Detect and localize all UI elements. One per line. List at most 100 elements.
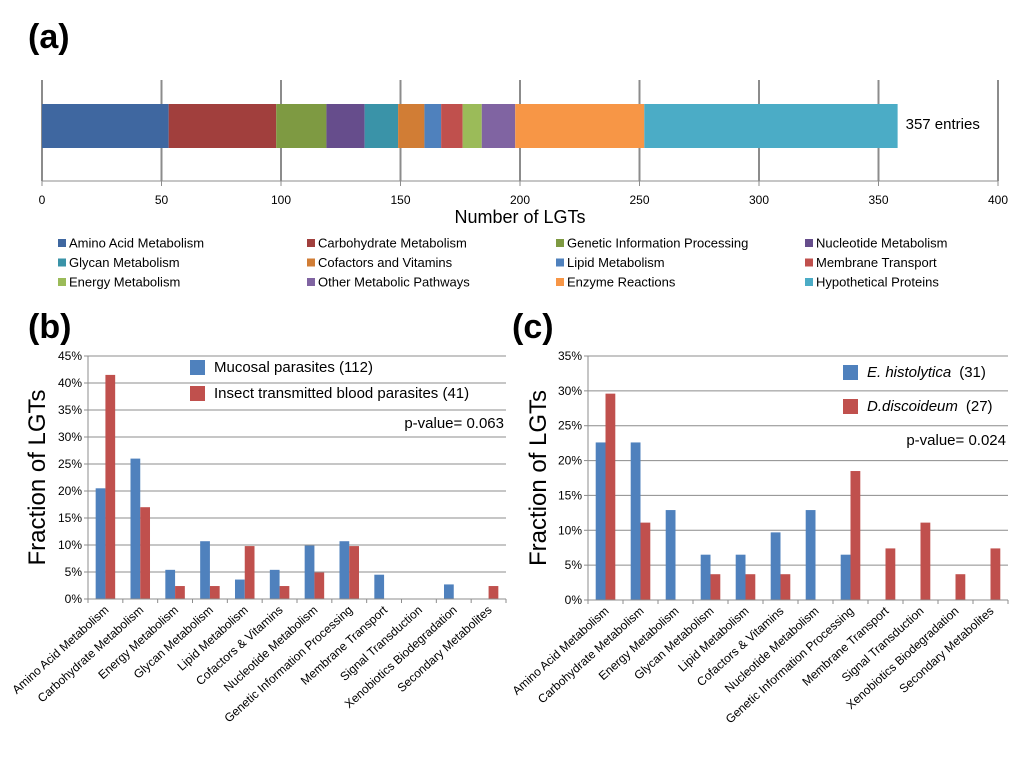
chart-c-grouped-bar: 0%5%10%15%20%25%30%35%Amino Acid Metabol… [509,349,1009,726]
y-tick-label: 10% [58,538,82,552]
bar [279,586,290,599]
panel-a-label: (a) [28,18,70,56]
legend-swatch [307,258,315,267]
y-tick-label: 30% [558,384,582,398]
legend-swatch [805,278,813,286]
legend-count: (27) [966,398,993,415]
y-tick-label: 45% [58,349,82,363]
legend-swatch [190,360,205,375]
bar [244,546,255,599]
y-tick-label: 40% [58,376,82,390]
y-tick-label: 35% [58,403,82,417]
bar [770,532,781,600]
total-entries-label: 357 entries [906,116,980,133]
legend-swatch [307,239,315,247]
y-axis-title: Fraction of LGTs [24,389,51,565]
bar [850,471,861,600]
y-tick-label: 10% [558,523,582,537]
y-tick-label: 0% [565,593,583,607]
x-axis-title-a: Number of LGTs [454,207,585,227]
legend-swatch [58,278,66,286]
bar [374,574,385,599]
legend-label: Hypothetical Proteins [816,275,939,290]
bar [885,548,896,600]
segment-bar [398,104,425,148]
chart-b-grouped-bar: 0%5%10%15%20%25%30%35%40%45%Amino Acid M… [9,349,507,725]
chart-a-stacked-bar: 0 50 100 150 200 250 300 350 400 357 entries Numbe… [39,80,1008,290]
y-tick-label: 20% [558,454,582,468]
x-tick-label-a: 50 [155,193,169,207]
x-tick-label-a: 0 [39,193,46,207]
legend-label: Energy Metabolism [69,275,180,290]
bar [745,574,756,600]
segment-bar [481,104,516,148]
x-tick-label-a: 250 [629,193,649,207]
bar [209,586,220,599]
bar [314,572,325,599]
segment-bar [462,104,482,148]
legend-count: (31) [959,364,986,381]
y-tick-label: 25% [558,419,582,433]
bar [165,569,176,599]
bar [955,574,966,600]
bar [488,586,499,599]
legend-label: Genetic Information Processing [567,236,748,251]
legend-swatch [805,258,813,267]
bar [200,541,210,599]
legend-label: Carbohydrate Metabolism [318,236,467,251]
legend-swatch [307,278,315,286]
y-tick-label: 25% [58,457,82,471]
legend-label: Mucosal parasites (112) [214,359,373,376]
legend-swatch [556,258,564,267]
bar [840,554,851,600]
segment-bar [515,104,645,148]
legend-label: E. histolytica [867,364,951,381]
y-tick-label: 30% [58,430,82,444]
legend-swatch [805,239,813,247]
bar [700,554,711,600]
bar [269,569,280,599]
y-tick-label: 15% [558,488,582,502]
bar [920,522,931,600]
legend-swatch [556,239,564,247]
panel-c-label: (c) [512,308,554,346]
bar [710,574,721,600]
legend-label: Nucleotide Metabolism [816,236,948,251]
bar [443,584,454,599]
p-value-annotation: p-value= 0.024 [906,432,1006,449]
segment-bar [326,104,365,148]
y-axis-title: Fraction of LGTs [525,390,552,566]
x-tick-label-a: 300 [749,193,769,207]
legend-label: Glycan Metabolism [69,255,180,270]
bar [105,374,116,599]
x-tick-label-a: 200 [510,193,530,207]
legend-swatch [843,365,858,380]
legend-label: Insect transmitted blood parasites (41) [214,385,469,402]
y-tick-label: 0% [65,592,83,606]
legend-swatch [58,258,66,267]
legend-swatch [58,239,66,247]
legend-label: Lipid Metabolism [567,255,665,270]
segment-bar [424,104,442,148]
bar [130,458,141,599]
legend-swatch [556,278,564,286]
bar [780,574,791,600]
segment-bar [644,104,898,148]
bar [175,586,185,599]
p-value-annotation: p-value= 0.063 [404,415,504,432]
bar [140,507,151,599]
bar [605,393,616,600]
legend-label: Amino Acid Metabolism [69,236,204,251]
bar [630,442,641,600]
segment-bar [276,104,327,148]
legend-label: Other Metabolic Pathways [318,275,470,290]
bar [990,548,1001,600]
legend-label: Cofactors and Vitamins [318,255,453,270]
x-tick-label-a: 350 [868,193,888,207]
x-tick-label-a: 100 [271,193,291,207]
y-tick-label: 20% [58,484,82,498]
y-tick-label: 5% [565,558,583,572]
panel-b-label: (b) [28,308,71,346]
legend-label: Enzyme Reactions [567,275,676,290]
